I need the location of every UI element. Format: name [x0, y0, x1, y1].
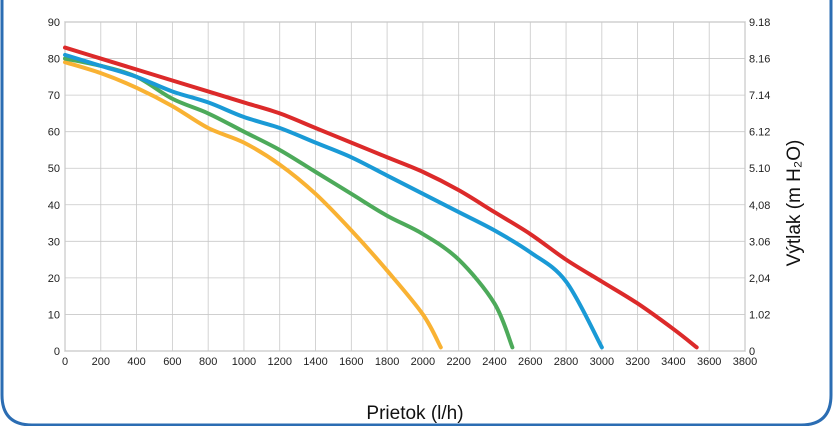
x-tick-label: 200	[92, 356, 110, 368]
x-tick-label: 3400	[661, 356, 685, 368]
y-tick-label-right: 7.14	[749, 90, 770, 102]
x-tick-label: 2400	[482, 356, 506, 368]
x-tick-label: 0	[62, 356, 68, 368]
x-tick-label: 3000	[590, 356, 614, 368]
series-line-4	[63, 45, 699, 350]
y-tick-label-right: 0	[749, 346, 755, 358]
y-tick-label-right: 1.02	[749, 309, 770, 321]
y-axis-title-right: Výtlak (m H₂O)	[784, 140, 805, 267]
series-line-3	[63, 52, 604, 350]
x-tick-label: 1600	[339, 356, 363, 368]
x-tick-label: 800	[199, 356, 217, 368]
series-line-1	[63, 60, 443, 350]
y-tick-label-right: 2,04	[749, 273, 770, 285]
x-tick-label: 600	[163, 356, 181, 368]
x-tick-label: 400	[127, 356, 145, 368]
x-tick-label: 2000	[411, 356, 435, 368]
y-tick-label: 10	[48, 309, 60, 321]
y-tick-label-right: 8.16	[749, 54, 770, 66]
y-tick-label: 80	[48, 54, 60, 66]
x-tick-label: 2200	[446, 356, 470, 368]
y-tick-label: 0	[54, 346, 60, 358]
x-tick-label: 1200	[267, 356, 291, 368]
x-tick-label: 1000	[232, 356, 256, 368]
x-tick-label: 2800	[554, 356, 578, 368]
y-tick-label: 20	[48, 273, 60, 285]
y-tick-label-right: 6.12	[749, 127, 770, 139]
y-tick-label-right: 3.06	[749, 236, 770, 248]
x-axis-title: Prietok (l/h)	[366, 403, 463, 424]
y-tick-label: 30	[48, 236, 60, 248]
y-tick-label: 40	[48, 200, 60, 212]
y-tick-label: 60	[48, 127, 60, 139]
y-tick-label-right: 9.18	[749, 17, 770, 29]
x-tick-label: 3200	[625, 356, 649, 368]
x-tick-label: 3600	[697, 356, 721, 368]
y-tick-label-right: 4,08	[749, 200, 770, 212]
y-tick-label: 70	[48, 90, 60, 102]
x-tick-label: 1400	[303, 356, 327, 368]
y-tick-label: 50	[48, 163, 60, 175]
y-tick-label: 90	[48, 17, 60, 29]
x-tick-label: 2600	[518, 356, 542, 368]
y-tick-label-right: 5.10	[749, 163, 770, 175]
x-tick-label: 3800	[733, 356, 757, 368]
x-tick-label: 1800	[375, 356, 399, 368]
